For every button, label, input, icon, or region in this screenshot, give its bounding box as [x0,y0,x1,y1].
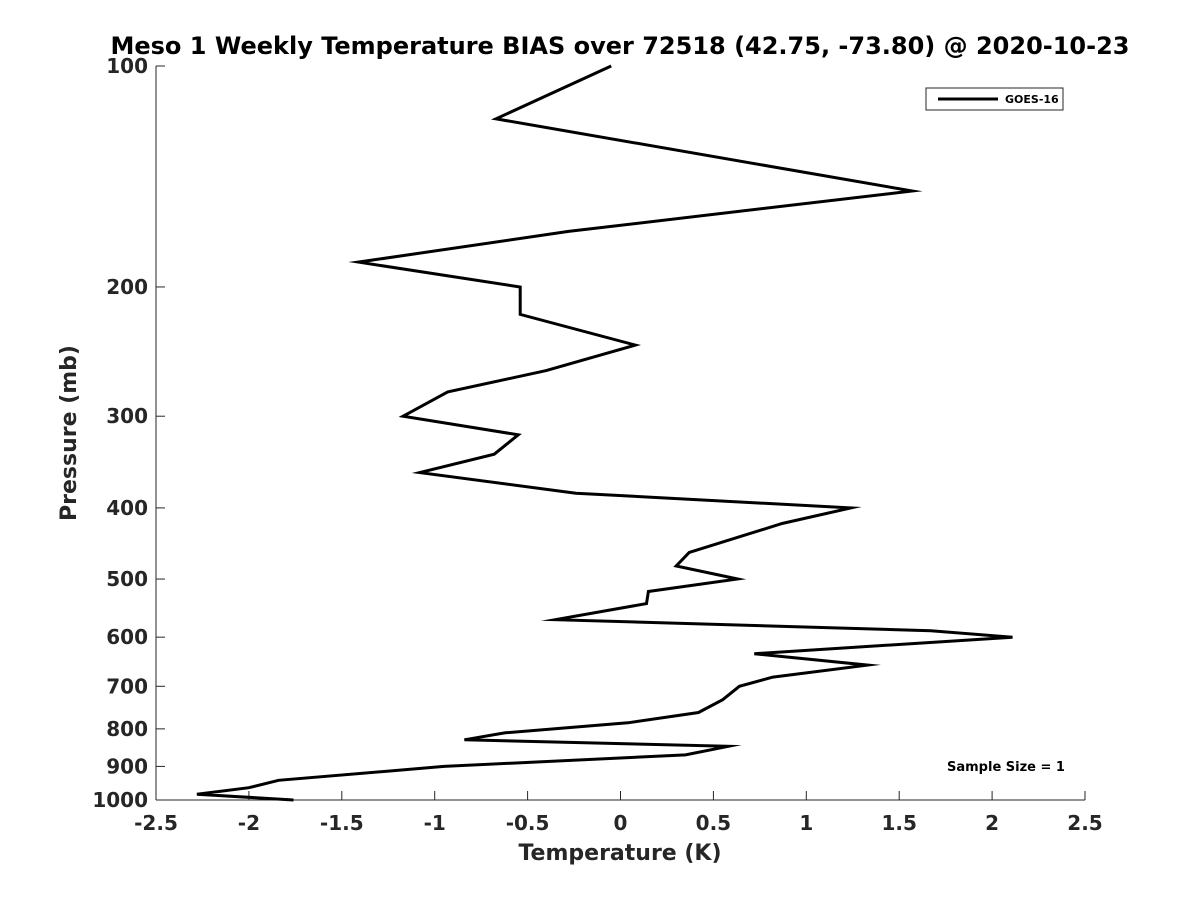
legend-label-goes-16: GOES-16 [1005,93,1059,106]
y-tick-label: 900 [106,754,148,778]
x-tick-label: -2.5 [134,811,178,835]
x-tick-label: -1.5 [320,811,364,835]
y-axis-label: Pressure (mb) [57,345,82,521]
y-tick-label: 300 [106,404,148,428]
y-tick-label: 600 [106,625,148,649]
x-tick-label: -0.5 [506,811,550,835]
y-tick-label: 200 [106,275,148,299]
y-tick-label: 400 [106,496,148,520]
x-tick-label: 2 [985,811,999,835]
x-tick-label: 0 [614,811,628,835]
x-tick-label: 1.5 [881,811,916,835]
x-tick-label: -2 [238,811,260,835]
y-tick-label: 1000 [92,788,148,812]
y-axis-ticks: 100 200 300 400 500 600 700 800 900 1000 [92,54,165,812]
legend: GOES-16 [925,87,1064,111]
plot-axes [155,66,1085,801]
x-tick-label: 0.5 [696,811,731,835]
x-axis-label: Temperature (K) [518,841,721,866]
y-tick-label: 800 [106,717,148,741]
y-tick-label: 500 [106,567,148,591]
sample-size-annotation: Sample Size = 1 [947,760,1065,775]
y-tick-label: 100 [106,54,148,78]
series-line-goes-16 [196,64,1013,802]
chart-title: Meso 1 Weekly Temperature BIAS over 7251… [110,32,1129,60]
x-tick-label: 2.5 [1067,811,1102,835]
y-tick-label: 700 [106,674,148,698]
x-tick-label: -1 [424,811,446,835]
x-tick-label: 1 [799,811,813,835]
x-axis-ticks: -2.5 -2 -1.5 -1 -0.5 0 0.5 1 1.5 2 2.5 [134,791,1103,835]
series-layer [196,64,1013,802]
